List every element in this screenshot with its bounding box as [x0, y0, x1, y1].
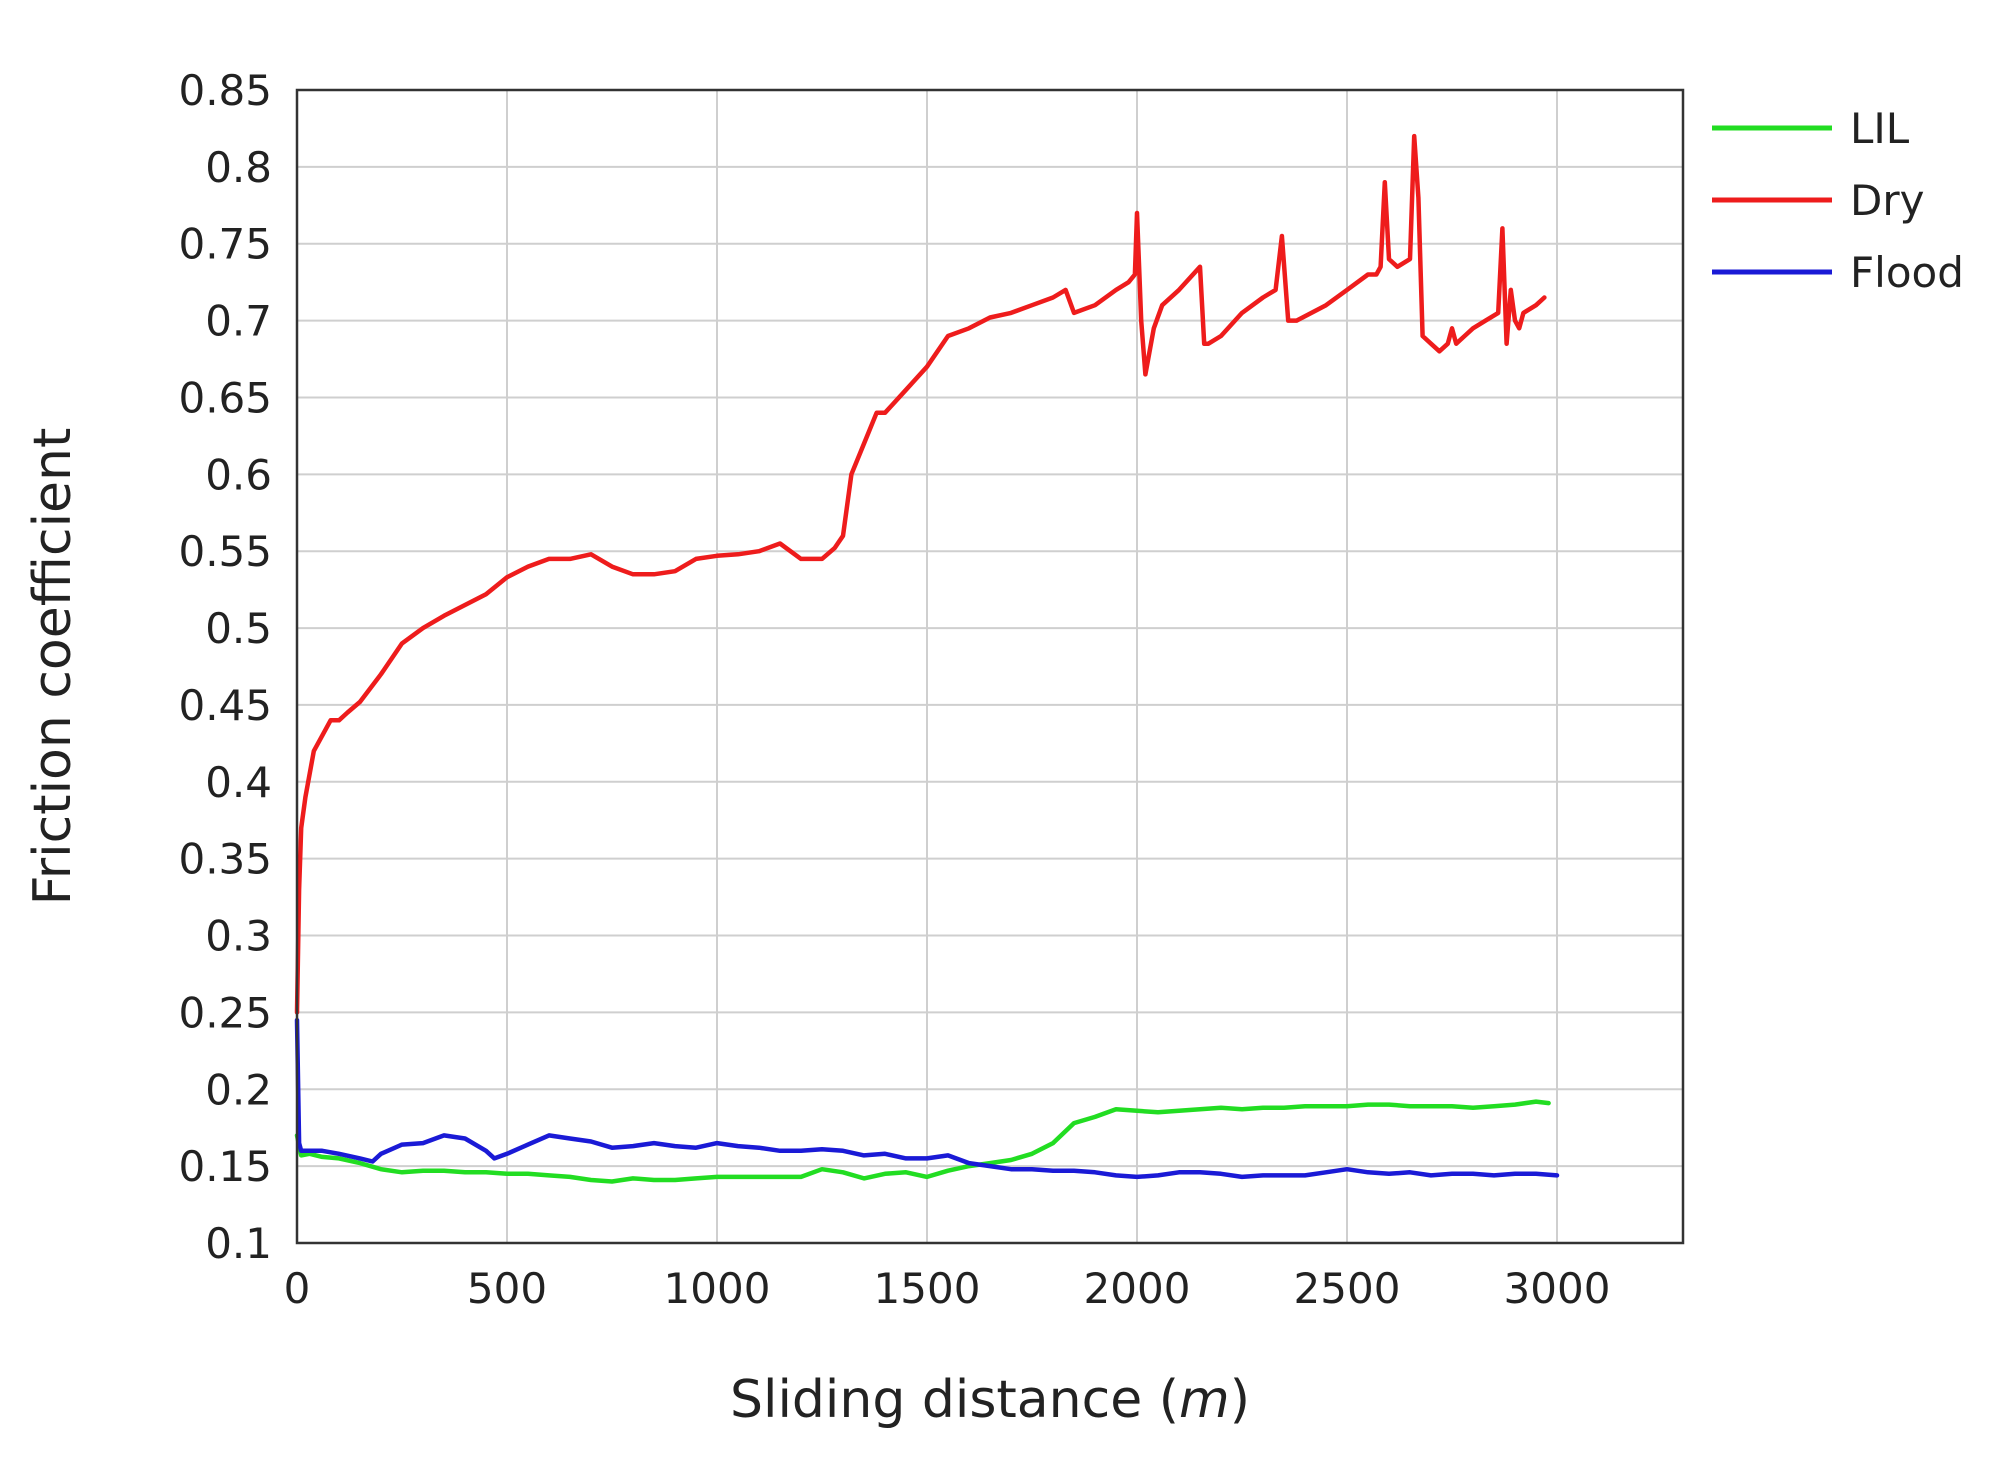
y-tick-label: 0.4 [205, 758, 272, 807]
x-axis-title-unit: m [1179, 1370, 1230, 1430]
x-tick-label: 1500 [874, 1264, 981, 1313]
y-tick-label: 0.3 [205, 912, 272, 961]
y-tick-label: 0.7 [205, 297, 272, 346]
y-tick-label: 0.55 [178, 527, 272, 576]
y-tick-label: 0.5 [205, 604, 272, 653]
y-tick-label: 0.45 [178, 681, 272, 730]
x-tick-label: 0 [284, 1264, 311, 1313]
legend-label-lil: LIL [1850, 104, 1910, 153]
y-axis-title: Friction coefficient [23, 428, 83, 906]
y-tick-label: 0.15 [178, 1142, 272, 1191]
y-tick-label: 0.25 [178, 988, 272, 1037]
x-tick-labels: 0 500 1000 1500 2000 2500 3000 [284, 1264, 1611, 1313]
y-tick-label: 0.6 [205, 450, 272, 499]
y-tick-label: 0.85 [178, 66, 272, 115]
x-tick-label: 2000 [1084, 1264, 1191, 1313]
x-tick-label: 2500 [1294, 1264, 1401, 1313]
x-axis-title-text: Sliding distance ( [730, 1370, 1179, 1430]
y-tick-label: 0.1 [205, 1219, 272, 1268]
x-axis-title: Sliding distance (m) [730, 1370, 1250, 1430]
plot-frame [295, 88, 1685, 1245]
y-tick-label: 0.35 [178, 835, 272, 884]
y-tick-label: 0.65 [178, 373, 272, 422]
x-tick-label: 500 [467, 1264, 547, 1313]
series-lines [294, 133, 1560, 1184]
y-tick-labels: 0.1 0.15 0.2 0.25 0.3 0.35 0.4 0.45 0.5 0.55 0.6 0.… [178, 66, 272, 1268]
y-tick-label: 0.75 [178, 220, 272, 269]
x-tick-label: 1000 [664, 1264, 771, 1313]
legend-label-flood: Flood [1850, 248, 1964, 297]
x-axis-title-close: ) [1230, 1370, 1250, 1430]
x-tick-label: 3000 [1504, 1264, 1611, 1313]
y-tick-label: 0.8 [205, 143, 272, 192]
y-tick-label: 0.2 [205, 1065, 272, 1114]
legend-label-dry: Dry [1850, 176, 1924, 225]
series-line-lil [294, 1099, 1551, 1184]
series-line-dry [294, 133, 1547, 1015]
legend: LIL Dry Flood [1712, 104, 1964, 297]
series-line-flood [294, 1017, 1560, 1180]
